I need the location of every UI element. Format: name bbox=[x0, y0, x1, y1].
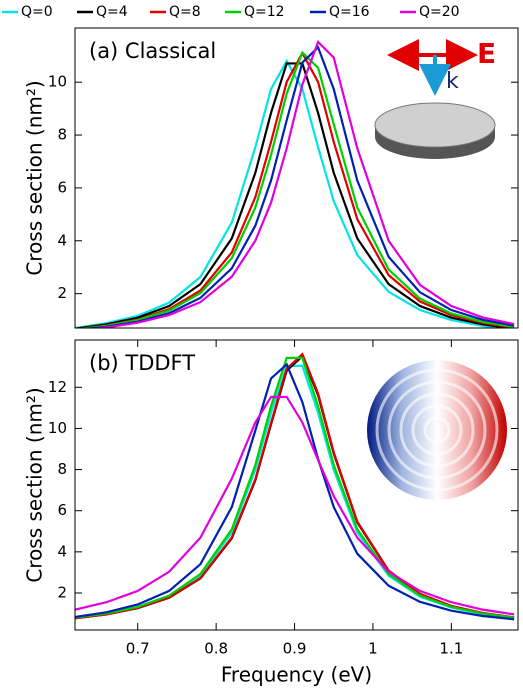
legend-label: Q=4 bbox=[96, 4, 128, 20]
series-line bbox=[75, 352, 515, 620]
y-tick-label: 8 bbox=[57, 126, 67, 144]
series-line bbox=[76, 50, 515, 328]
legend-label: Q=0 bbox=[21, 4, 53, 20]
y-tick-label: 4 bbox=[57, 231, 67, 249]
x-axis-title: Frequency (eV) bbox=[221, 663, 372, 687]
y-tick-label: 10 bbox=[48, 73, 67, 91]
panel-label: (a) Classical bbox=[89, 39, 216, 63]
plot-frame bbox=[74, 27, 519, 329]
y-tick-label: 4 bbox=[57, 542, 67, 560]
series-line bbox=[84, 45, 515, 328]
inset-label-k: k bbox=[446, 69, 459, 94]
x-tick-label: 0.7 bbox=[126, 640, 150, 658]
y-tick-label: 2 bbox=[57, 284, 67, 302]
panel-label: (b) TDDFT bbox=[89, 351, 195, 375]
x-tick-label: 1.1 bbox=[439, 640, 463, 658]
y-tick-label: 6 bbox=[57, 501, 67, 519]
y-tick-label: 2 bbox=[57, 583, 67, 601]
legend-label: Q=20 bbox=[419, 4, 460, 20]
inset-disk: E k bbox=[374, 37, 496, 159]
plot-area bbox=[75, 352, 515, 621]
y-tick-label: 12 bbox=[48, 378, 67, 396]
series-line bbox=[75, 356, 515, 619]
plot-frame bbox=[74, 339, 519, 631]
y-axis-title: Cross section (nm²) bbox=[23, 387, 47, 582]
x-tick-label: 0.9 bbox=[283, 640, 307, 658]
legend-label: Q=12 bbox=[244, 4, 285, 20]
legend-label: Q=8 bbox=[169, 4, 201, 20]
series-line bbox=[79, 50, 515, 328]
y-tick-label: 6 bbox=[57, 178, 67, 196]
inset-label-e: E bbox=[477, 37, 496, 70]
inset-density bbox=[367, 360, 507, 500]
plot-area bbox=[75, 40, 515, 328]
x-tick-label: 1 bbox=[368, 640, 378, 658]
x-tick-label: 0.8 bbox=[204, 640, 228, 658]
series-line bbox=[75, 362, 515, 621]
series-line bbox=[75, 395, 515, 616]
series-line bbox=[75, 58, 509, 328]
y-axis-title: Cross section (nm²) bbox=[23, 80, 47, 275]
legend-label: Q=16 bbox=[329, 4, 370, 20]
y-tick-label: 8 bbox=[57, 460, 67, 478]
series-line bbox=[75, 62, 515, 328]
series-line bbox=[90, 40, 515, 328]
y-tick-label: 10 bbox=[48, 419, 67, 437]
